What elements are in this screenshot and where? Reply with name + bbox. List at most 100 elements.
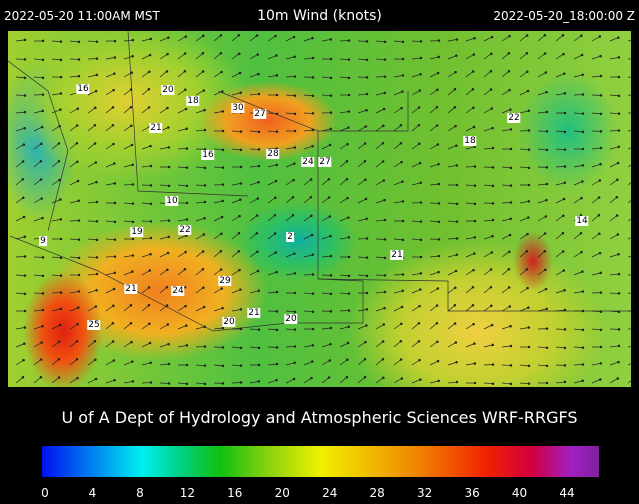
arrow-head [599,162,602,166]
arrow-head [400,322,403,325]
wind-arrow [285,328,296,331]
wind-arrow [375,108,385,114]
arrow-head [293,55,296,58]
wind-arrow [609,112,620,115]
wind-arrow [141,165,151,168]
arrow-head [58,124,61,128]
wind-arrow [159,252,169,258]
wind-arrow [357,109,367,114]
wind-arrow [591,233,600,240]
wind-arrow [519,251,528,258]
arrow-head [185,363,189,367]
arrow-head [329,76,333,80]
wind-arrow [69,238,80,240]
arrow-head [131,237,135,241]
wind-arrow [15,39,25,42]
wind-arrow [339,359,348,366]
wind-arrow [375,307,385,312]
wind-arrow [555,381,565,384]
arrow-head [221,346,225,349]
arrow-head [525,250,529,253]
wind-arrow [339,274,349,277]
arrow-head [437,254,441,258]
wind-arrow [357,198,367,204]
arrow-head [95,40,99,43]
wind-arrow [195,287,204,294]
arrow-head [293,75,297,78]
arrow-head [455,380,459,384]
wind-arrow [51,179,60,186]
wind-arrow [501,251,510,258]
wind-arrow [87,124,96,132]
arrow-head [130,340,133,344]
wind-arrow [447,220,458,223]
wind-arrow [537,199,547,204]
wind-arrow [123,39,133,42]
wind-arrow [393,125,402,132]
arrow-head [184,35,188,38]
wind-arrow [213,53,222,60]
arrow-head [563,72,566,75]
wind-arrow [465,253,475,258]
arrow-head [221,382,225,385]
arrow-head [257,72,260,76]
wind-arrow [339,217,349,222]
arrow-head [149,184,153,187]
wind-arrow [213,200,223,204]
arrow-head [617,75,621,79]
wind-arrow [447,39,457,42]
wind-arrow [555,130,565,133]
wind-arrow [357,179,366,186]
arrow-head [417,340,421,343]
wind-arrow [123,55,133,60]
arrow-head [365,92,369,96]
arrow-head [383,274,387,277]
wind-arrow [105,322,114,330]
arrow-head [256,53,260,56]
arrow-head [183,268,187,271]
station-label: 10 [165,196,179,206]
wind-arrow [591,180,600,186]
wind-arrow [177,219,187,222]
wind-arrow [303,345,313,348]
arrow-head [203,364,207,367]
arrow-head [419,72,422,76]
arrow-head [347,76,351,80]
arrow-head [165,285,169,289]
arrow-head [329,234,332,238]
wind-arrow [141,107,150,114]
arrow-head [167,219,171,222]
wind-arrow [285,163,295,168]
arrow-head [131,163,134,166]
wind-arrow [519,148,530,151]
arrow-head [455,202,459,206]
wind-arrow [537,183,547,186]
colorbar-tick-label: 40 [511,486,528,500]
wind-arrow [69,323,78,330]
arrow-head [221,129,225,133]
arrow-head [365,40,369,43]
wind-arrow [429,255,439,258]
arrow-head [58,340,61,344]
arrow-head [58,323,62,327]
wind-arrow [15,127,25,132]
wind-arrow [501,89,510,96]
arrow-head [221,326,225,330]
wind-arrow [321,292,331,295]
arrow-head [543,232,547,235]
wind-arrow [195,35,204,42]
arrow-head [21,177,25,181]
wind-arrow [627,345,631,348]
arrow-head [419,272,423,275]
arrow-head [401,273,405,276]
wind-arrow [321,327,331,330]
wind-arrow [249,215,258,222]
wind-arrow [393,91,403,96]
wind-arrow [123,144,133,150]
arrow-head [616,178,619,181]
arrow-head [437,238,441,241]
arrow-head [293,129,297,133]
arrow-head [239,308,243,311]
wind-arrow [69,377,78,384]
wind-arrow [177,36,187,42]
